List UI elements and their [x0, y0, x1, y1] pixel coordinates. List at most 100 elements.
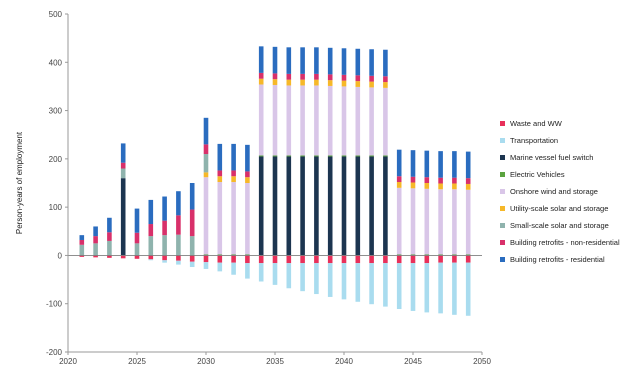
bar-segment-2037-s7 [300, 73, 305, 80]
x-tick-labels: 2020 2025 2030 2035 2040 2045 2050 [59, 352, 491, 366]
bar-segment-2035-s3 [272, 155, 278, 157]
bar-segment-2032-s4 [231, 182, 236, 255]
bar-segment-2041-s8 [355, 48, 361, 76]
legend: Waste and WW Transportation Marine vessel … [500, 119, 620, 264]
bar-segment-2044-s7 [396, 176, 402, 183]
bar-segment-2027-s1 [162, 260, 167, 263]
bar-segment-2048-s4 [452, 189, 457, 255]
bar-segment-2038-s1 [314, 263, 319, 295]
bar-segment-2038-s5 [314, 79, 319, 86]
bar-segment-2026-s7 [148, 224, 154, 237]
legend-label: Waste and WW [510, 119, 563, 128]
bar-segment-2036-s1 [286, 263, 292, 289]
bar-segment-2046-s5 [424, 183, 430, 189]
bar-segment-2040-s7 [341, 74, 347, 81]
bar-segment-2027-s0 [162, 255, 167, 261]
bar-segment-2030-s5 [203, 172, 209, 178]
bar-segment-2024-s2 [120, 178, 126, 256]
bar-segment-2042-s7 [369, 75, 374, 82]
bar-segment-2022-s6 [93, 243, 98, 256]
bar-segment-2046-s8 [424, 150, 430, 178]
bar-segment-2029-s0 [189, 255, 195, 262]
bar-segment-2049-s0 [465, 255, 471, 263]
bar-segment-2032-s0 [231, 255, 236, 263]
bar-segment-2026-s8 [148, 199, 154, 225]
bar-segment-2043-s4 [383, 87, 388, 156]
bar-segment-2034-s3 [258, 155, 264, 157]
legend-label: Building retrofits - residential [510, 255, 605, 264]
bar-segment-2037-s8 [300, 47, 305, 74]
bar-segment-2042-s5 [369, 81, 374, 88]
bar-segment-2036-s8 [286, 47, 292, 74]
x-tick-label: 2025 [128, 357, 146, 366]
bar-segment-2033-s3 [245, 254, 250, 256]
bar-segment-2046-s1 [424, 263, 430, 313]
bar-segment-2049-s1 [465, 262, 471, 316]
bar-segment-2035-s2 [272, 156, 278, 256]
bar-segment-2023-s0 [107, 255, 112, 258]
bar-segment-2038-s7 [314, 73, 319, 80]
bar-segment-2037-s2 [300, 156, 305, 256]
bar-segment-2045-s5 [410, 182, 416, 189]
bar-segment-2049-s5 [465, 183, 471, 190]
bar-segment-2045-s0 [410, 255, 416, 264]
bar-segment-2040-s0 [341, 255, 347, 264]
bar-segment-2049-s8 [465, 151, 471, 179]
y-tick-label: 200 [49, 155, 63, 164]
bar-segment-2045-s7 [410, 176, 416, 183]
legend-swatch [500, 138, 505, 143]
bar-segment-2039-s4 [327, 85, 333, 156]
bar-segment-2024-s0 [120, 255, 126, 259]
bar-segment-2040-s3 [341, 155, 347, 157]
bar-segment-2039-s5 [327, 80, 333, 86]
bar-segment-2029-s6 [189, 236, 195, 256]
bar-segment-2032-s3 [231, 254, 236, 256]
bar-segment-2031-s7 [217, 170, 223, 177]
legend-label: Electric Vehicles [510, 170, 565, 179]
bar-segment-2047-s1 [438, 262, 443, 314]
bar-segment-2038-s8 [314, 47, 319, 74]
bar-segment-2041-s4 [355, 86, 361, 156]
bar-segment-2047-s4 [438, 189, 443, 255]
bar-segment-2037-s4 [300, 85, 305, 156]
bar-segment-2021-s7 [79, 239, 85, 245]
bar-segment-2029-s7 [189, 209, 195, 237]
bar-segment-2035-s0 [272, 255, 278, 264]
legend-swatch [500, 172, 505, 177]
y-tick-labels: -200 -100 0 100 200 300 400 500 [46, 10, 68, 357]
bar-segment-2026-s0 [148, 255, 154, 260]
bars-layer [79, 46, 471, 316]
bar-segment-2032-s1 [231, 262, 236, 275]
legend-swatch [500, 257, 505, 262]
bar-segment-2033-s4 [245, 183, 250, 255]
y-tick-label: 300 [49, 107, 63, 116]
bar-segment-2041-s2 [355, 156, 361, 256]
bar-segment-2042-s0 [369, 255, 374, 264]
bar-segment-2029-s8 [189, 183, 195, 210]
bar-segment-2036-s5 [286, 79, 292, 86]
bar-segment-2041-s1 [355, 263, 361, 302]
x-tick-label: 2050 [473, 357, 491, 366]
bar-segment-2048-s8 [452, 151, 457, 178]
legend-swatch [500, 189, 505, 194]
bar-segment-2049-s4 [465, 189, 471, 255]
bar-segment-2037-s3 [300, 155, 305, 157]
legend-swatch [500, 223, 505, 228]
bar-segment-2035-s7 [272, 73, 278, 80]
bar-segment-2044-s1 [396, 263, 402, 310]
legend-swatch [500, 155, 505, 160]
bar-segment-2034-s0 [258, 255, 264, 264]
bar-segment-2031-s1 [217, 262, 223, 272]
bar-segment-2041-s0 [355, 255, 361, 264]
legend-label: Utility-scale solar and storage [510, 204, 608, 213]
bar-segment-2036-s0 [286, 255, 292, 264]
bar-segment-2036-s4 [286, 85, 292, 156]
x-tick-label: 2035 [266, 357, 284, 366]
bar-segment-2024-s7 [120, 162, 126, 169]
bar-segment-2046-s4 [424, 188, 430, 255]
bar-segment-2038-s2 [314, 156, 319, 256]
bar-segment-2049-s3 [465, 254, 471, 256]
bar-segment-2039-s0 [327, 255, 333, 264]
bar-segment-2030-s7 [203, 144, 209, 155]
bar-segment-2032-s8 [231, 143, 236, 171]
